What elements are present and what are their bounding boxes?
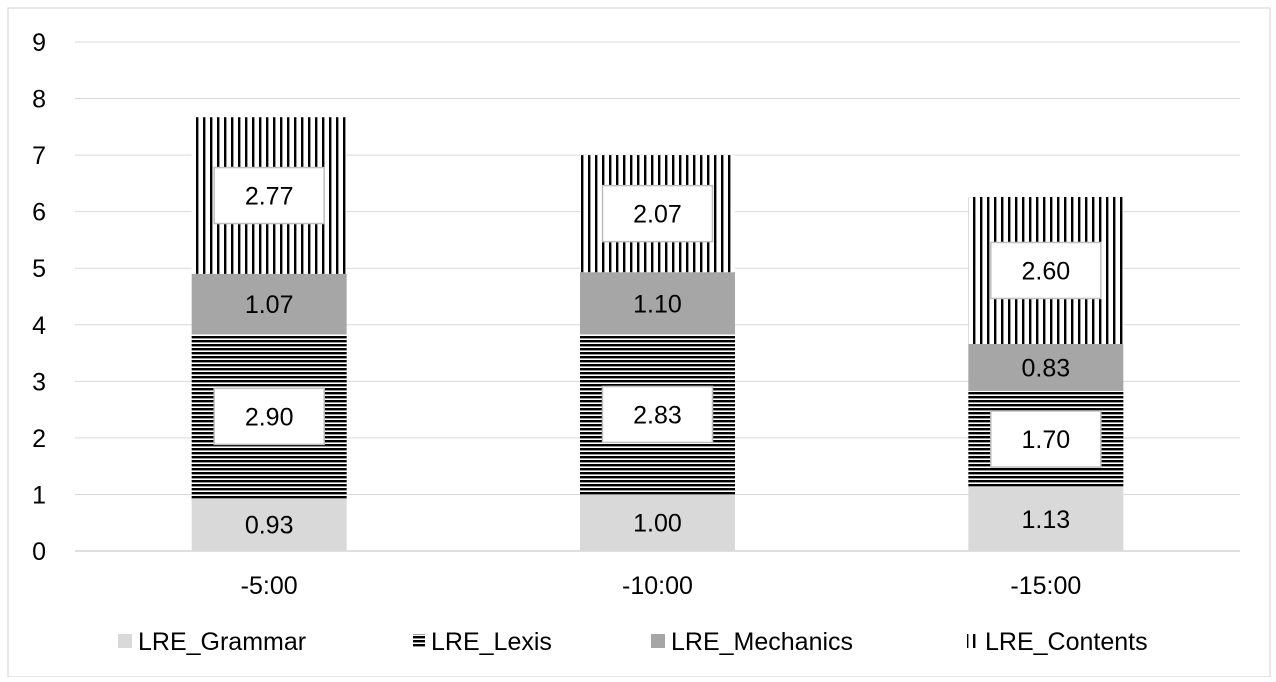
bars: 0.93 2.90 1.07 2.77 1.00 2.83 1.10 2.07 1.13 1.70… (191, 117, 1124, 551)
data-label-box-lre-lexis-5-00 (213, 387, 325, 446)
legend-label-lre-grammar: LRE_Grammar (138, 628, 306, 656)
data-label-box-lre-lexis-10-00 (601, 385, 714, 444)
bar-lre-mechanics-10-00 (580, 272, 735, 335)
legend-label-lre-lexis: LRE_Lexis (431, 628, 552, 656)
data-label-lre-contents-5-00: 2.77 (245, 183, 294, 211)
data-label-lre-mechanics-5-00: 1.07 (245, 291, 294, 319)
y-tick-label-5: 5 (32, 255, 46, 283)
legend-swatch-lre-contents (967, 634, 979, 648)
data-label-lre-contents-15-00: 2.60 (1021, 257, 1070, 285)
y-tick-label-7: 7 (32, 142, 46, 170)
y-tick-label-1: 1 (32, 481, 46, 509)
data-label-box-lre-contents-10-00 (601, 184, 714, 243)
data-label-lre-mechanics-10-00: 1.10 (633, 290, 682, 318)
data-label-lre-lexis-5-00: 2.90 (245, 403, 294, 431)
x-axis: -5:00 -10:00 -15:00 (241, 572, 1082, 600)
data-label-lre-lexis-10-00: 2.83 (633, 401, 682, 429)
legend-swatch-lre-grammar (118, 634, 132, 648)
y-tick-label-9: 9 (32, 29, 46, 57)
y-tick-label-0: 0 (32, 538, 46, 566)
x-tick-label-15-00: -15:00 (1010, 572, 1081, 600)
y-tick-label-4: 4 (32, 312, 46, 340)
data-label-lre-contents-10-00: 2.07 (633, 201, 682, 229)
bar-lre-grammar-5-00 (191, 498, 347, 551)
x-tick-label-10-00: -10:00 (622, 572, 693, 600)
legend-label-lre-mechanics: LRE_Mechanics (671, 628, 853, 656)
y-tick-label-6: 6 (32, 199, 46, 227)
data-label-lre-mechanics-15-00: 0.83 (1021, 354, 1070, 382)
data-label-box-lre-lexis-15-00 (990, 410, 1102, 468)
y-tick-label-2: 2 (32, 425, 46, 453)
bar-lre-grammar-15-00 (968, 487, 1124, 551)
legend-label-lre-contents: LRE_Contents (985, 628, 1148, 656)
bar-lre-mechanics-15-00 (968, 344, 1124, 391)
y-tick-label-8: 8 (32, 86, 46, 114)
legend-swatch-lre-lexis (413, 634, 425, 648)
data-label-lre-grammar-15-00: 1.13 (1021, 506, 1070, 534)
legend: LRE_Grammar LRE_Lexis LRE_Mechanics LRE_Con… (118, 628, 1148, 656)
bar-lre-grammar-10-00 (580, 494, 735, 551)
data-label-lre-lexis-15-00: 1.70 (1021, 426, 1070, 454)
y-axis: 0 1 2 3 4 5 6 7 8 9 (32, 29, 46, 566)
data-label-lre-grammar-10-00: 1.00 (633, 510, 682, 538)
data-label-box-lre-contents-15-00 (990, 241, 1102, 300)
bar-lre-mechanics-5-00 (191, 273, 347, 335)
legend-swatch-lre-mechanics (651, 634, 665, 648)
x-tick-label-5-00: -5:00 (241, 572, 298, 600)
data-label-box-lre-contents-5-00 (213, 166, 325, 225)
data-label-lre-grammar-5-00: 0.93 (245, 512, 294, 540)
y-tick-label-3: 3 (32, 368, 46, 396)
